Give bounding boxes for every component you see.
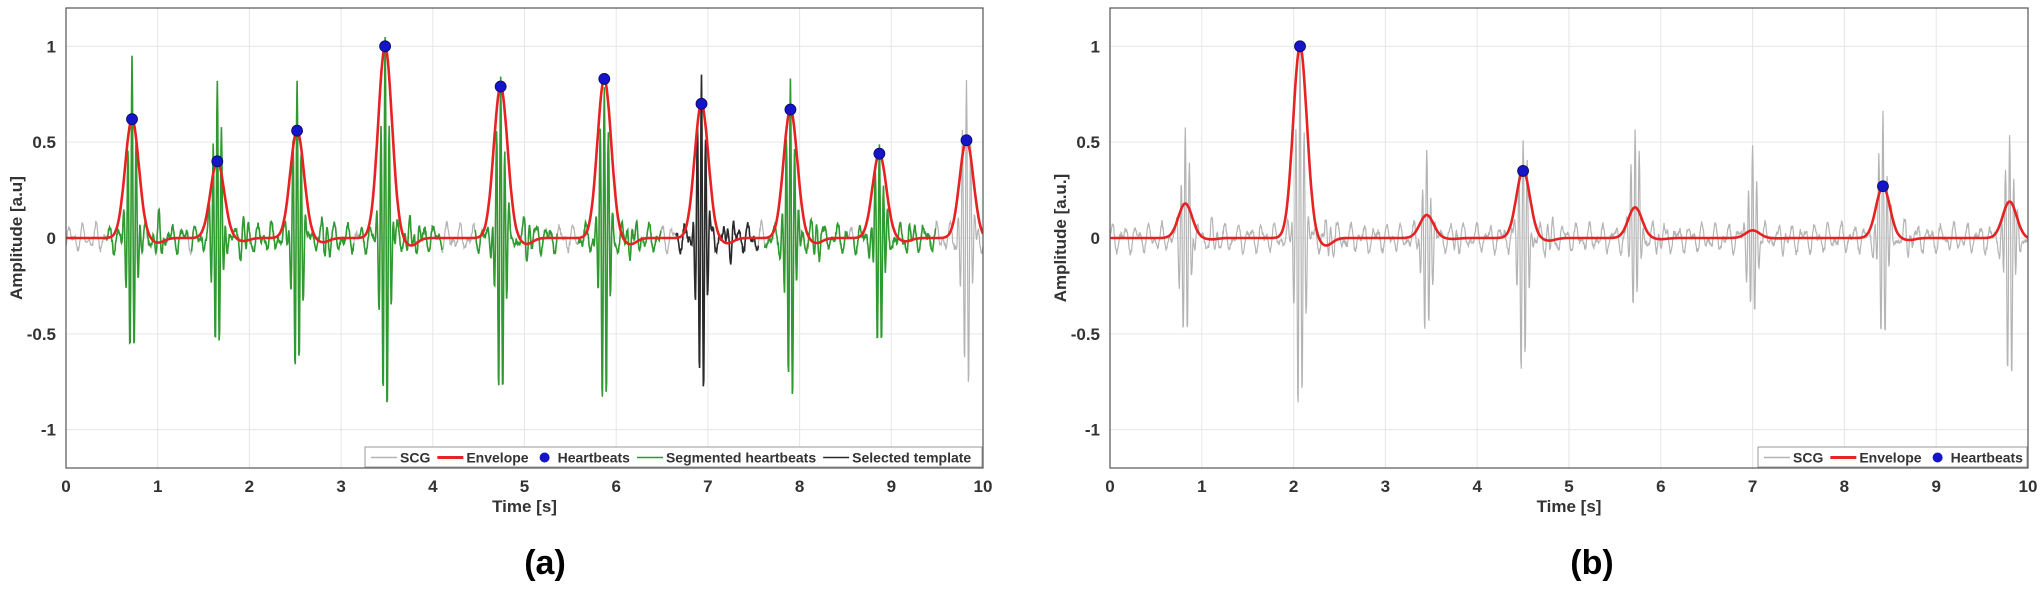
x-tick-label: 4 [428, 477, 438, 496]
x-tick-label: 6 [1656, 477, 1665, 496]
y-axis-label: Amplitude [a.u] [7, 176, 26, 300]
axes-frame [65, 7, 984, 469]
x-tick-label: 8 [795, 477, 804, 496]
y-tick-label: -1 [41, 421, 56, 440]
panel-label: (a) [524, 544, 566, 582]
x-tick-label: 0 [61, 477, 70, 496]
heartbeat-marker [598, 73, 611, 85]
scg-signal-line [1110, 52, 2028, 403]
legend-label: Heartbeats [558, 450, 631, 466]
x-tick-label: 9 [1931, 477, 1940, 496]
x-tick-label: 10 [2019, 477, 2038, 496]
x-tick-label: 7 [703, 477, 712, 496]
legend-marker-heartbeats [1932, 452, 1943, 463]
legend-label: Selected template [852, 450, 971, 466]
heartbeat-marker [211, 155, 224, 168]
axes-frame [1109, 7, 2029, 469]
envelope-line [1110, 43, 2028, 247]
segmented-heartbeat-line [852, 144, 937, 339]
segmented-heartbeat-line [190, 80, 275, 341]
y-tick-label: 0 [47, 229, 56, 248]
heartbeat-marker [291, 124, 303, 137]
segmented-heartbeat-line [764, 78, 849, 394]
heartbeat-marker [1517, 165, 1529, 177]
heartbeat-marker [695, 97, 708, 110]
legend-label: SCG [400, 450, 430, 466]
x-tick-label: 6 [611, 477, 620, 496]
x-tick-label: 3 [1381, 477, 1390, 496]
x-tick-label: 2 [1289, 477, 1298, 496]
panel-label: (b) [1570, 544, 1613, 582]
x-tick-label: 1 [1197, 477, 1206, 496]
y-tick-label: -0.5 [27, 325, 56, 344]
x-tick-label: 8 [1840, 477, 1849, 496]
legend: SCG Envelope Heartbeats [1757, 446, 2028, 468]
x-tick-label: 3 [336, 477, 345, 496]
x-tick-label: 5 [1564, 477, 1573, 496]
x-tick-label: 1 [153, 477, 162, 496]
heartbeat-marker [1877, 180, 1889, 193]
x-axis-label: Time [s] [492, 497, 557, 516]
legend-label: Segmented heartbeats [666, 450, 816, 466]
y-tick-label: 1 [47, 37, 56, 56]
legend-box [364, 446, 983, 468]
x-tick-label: 2 [245, 477, 254, 496]
y-tick-label: -1 [1085, 421, 1100, 440]
legend-label: Envelope [466, 450, 528, 466]
legend-box [1757, 446, 2028, 468]
segmented-heartbeat-line [474, 76, 558, 386]
segmented-heartbeat-line [577, 87, 662, 397]
x-tick-label: 5 [520, 477, 529, 496]
segmented-heartbeat-line [105, 55, 190, 345]
heartbeat-marker [960, 134, 973, 147]
x-axis-label: Time [s] [1537, 497, 1602, 516]
y-tick-label: -0.5 [1071, 325, 1100, 344]
heartbeat-marker [873, 147, 886, 160]
heartbeat-marker [784, 103, 797, 116]
legend-label: Envelope [1859, 450, 1921, 466]
legend-marker-heartbeats [539, 452, 550, 463]
x-tick-label: 9 [887, 477, 896, 496]
heartbeat-marker [126, 113, 138, 126]
y-tick-label: 0.5 [1076, 133, 1100, 152]
y-axis-label: Amplitude [a.u.] [1051, 174, 1070, 302]
heartbeat-marker [494, 80, 507, 93]
plot-b: 0 1 2 3 4 5 6 7 8 9 10 -1 -0.5 0 0.5 1 SCG Envelope Heartb… [1051, 7, 2038, 582]
y-tick-label: 1 [1091, 37, 1100, 56]
selected-template-line [675, 74, 760, 387]
x-tick-label: 7 [1748, 477, 1757, 496]
legend: SCG Envelope Heartbeats Segmented heartbeat… [364, 446, 983, 468]
segmented-heartbeat-line [358, 37, 443, 403]
x-tick-label: 10 [974, 477, 993, 496]
plot-a: 0 1 2 3 4 5 6 7 8 9 10 -1 -0.5 0 0.5 1 SCG Envelope Heartb… [7, 7, 993, 582]
x-tick-label: 4 [1472, 477, 1482, 496]
y-tick-label: 0 [1091, 229, 1100, 248]
plot-area [66, 37, 983, 403]
legend-label: Heartbeats [1951, 450, 2024, 466]
plot-area [1110, 40, 2028, 403]
heartbeat-marker [1294, 40, 1306, 53]
legend-label: SCG [1793, 450, 1823, 466]
y-tick-label: 0.5 [32, 133, 56, 152]
heartbeat-marker [379, 40, 392, 53]
x-tick-label: 0 [1105, 477, 1114, 496]
